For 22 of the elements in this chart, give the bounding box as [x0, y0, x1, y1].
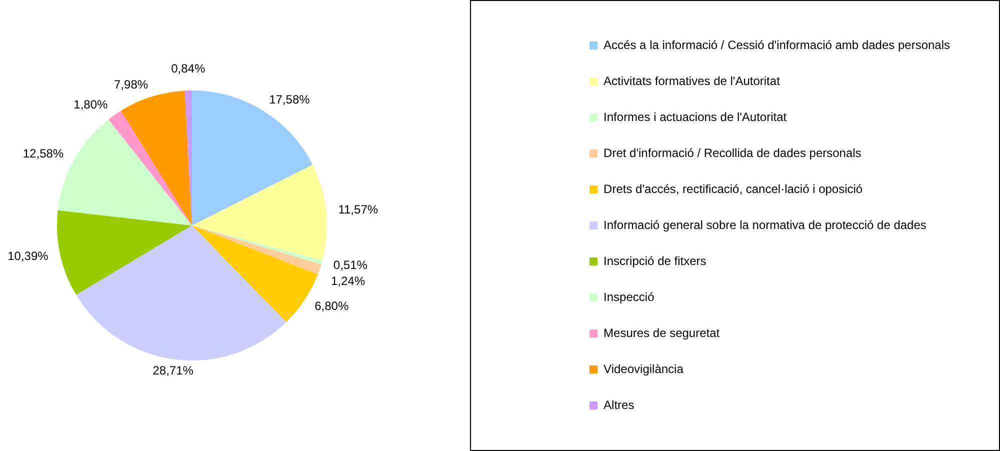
legend-label: Dret d'informació / Recollida de dades personals — [604, 146, 862, 160]
data-label: 12,58% — [22, 146, 64, 160]
data-label: 0,51% — [333, 258, 368, 272]
legend-label: Inscripció de fitxers — [604, 254, 706, 268]
legend-label: Mesures de seguretat — [604, 326, 720, 340]
legend-label: Videovigilància — [604, 362, 684, 376]
data-label: 10,39% — [8, 248, 49, 263]
legend-label: Drets d'accés, rectificació, cancel·lació i oposició — [604, 182, 863, 196]
legend-label: Informació general sobre la normativa de protecció de dades — [604, 218, 926, 232]
legend-label: Activitats formatives de l'Autoritat — [604, 74, 781, 88]
legend-label: Informes i actuacions de l'Autoritat — [604, 110, 788, 124]
legend-label: Inspecció — [604, 290, 655, 304]
data-label: 1,80% — [74, 97, 108, 112]
data-label: 0,84% — [171, 62, 206, 76]
data-label: 17,58% — [269, 92, 310, 107]
legend-label: Altres — [604, 398, 634, 412]
data-label: 7,98% — [114, 78, 148, 92]
data-label: 1,24% — [330, 274, 366, 288]
data-label: 11,57% — [338, 202, 378, 217]
data-label: 6,80% — [314, 298, 349, 313]
legend-label: Accés a la informació / Cessió d'informació amb dades personals — [604, 38, 950, 52]
data-label: 28,71% — [152, 364, 194, 378]
